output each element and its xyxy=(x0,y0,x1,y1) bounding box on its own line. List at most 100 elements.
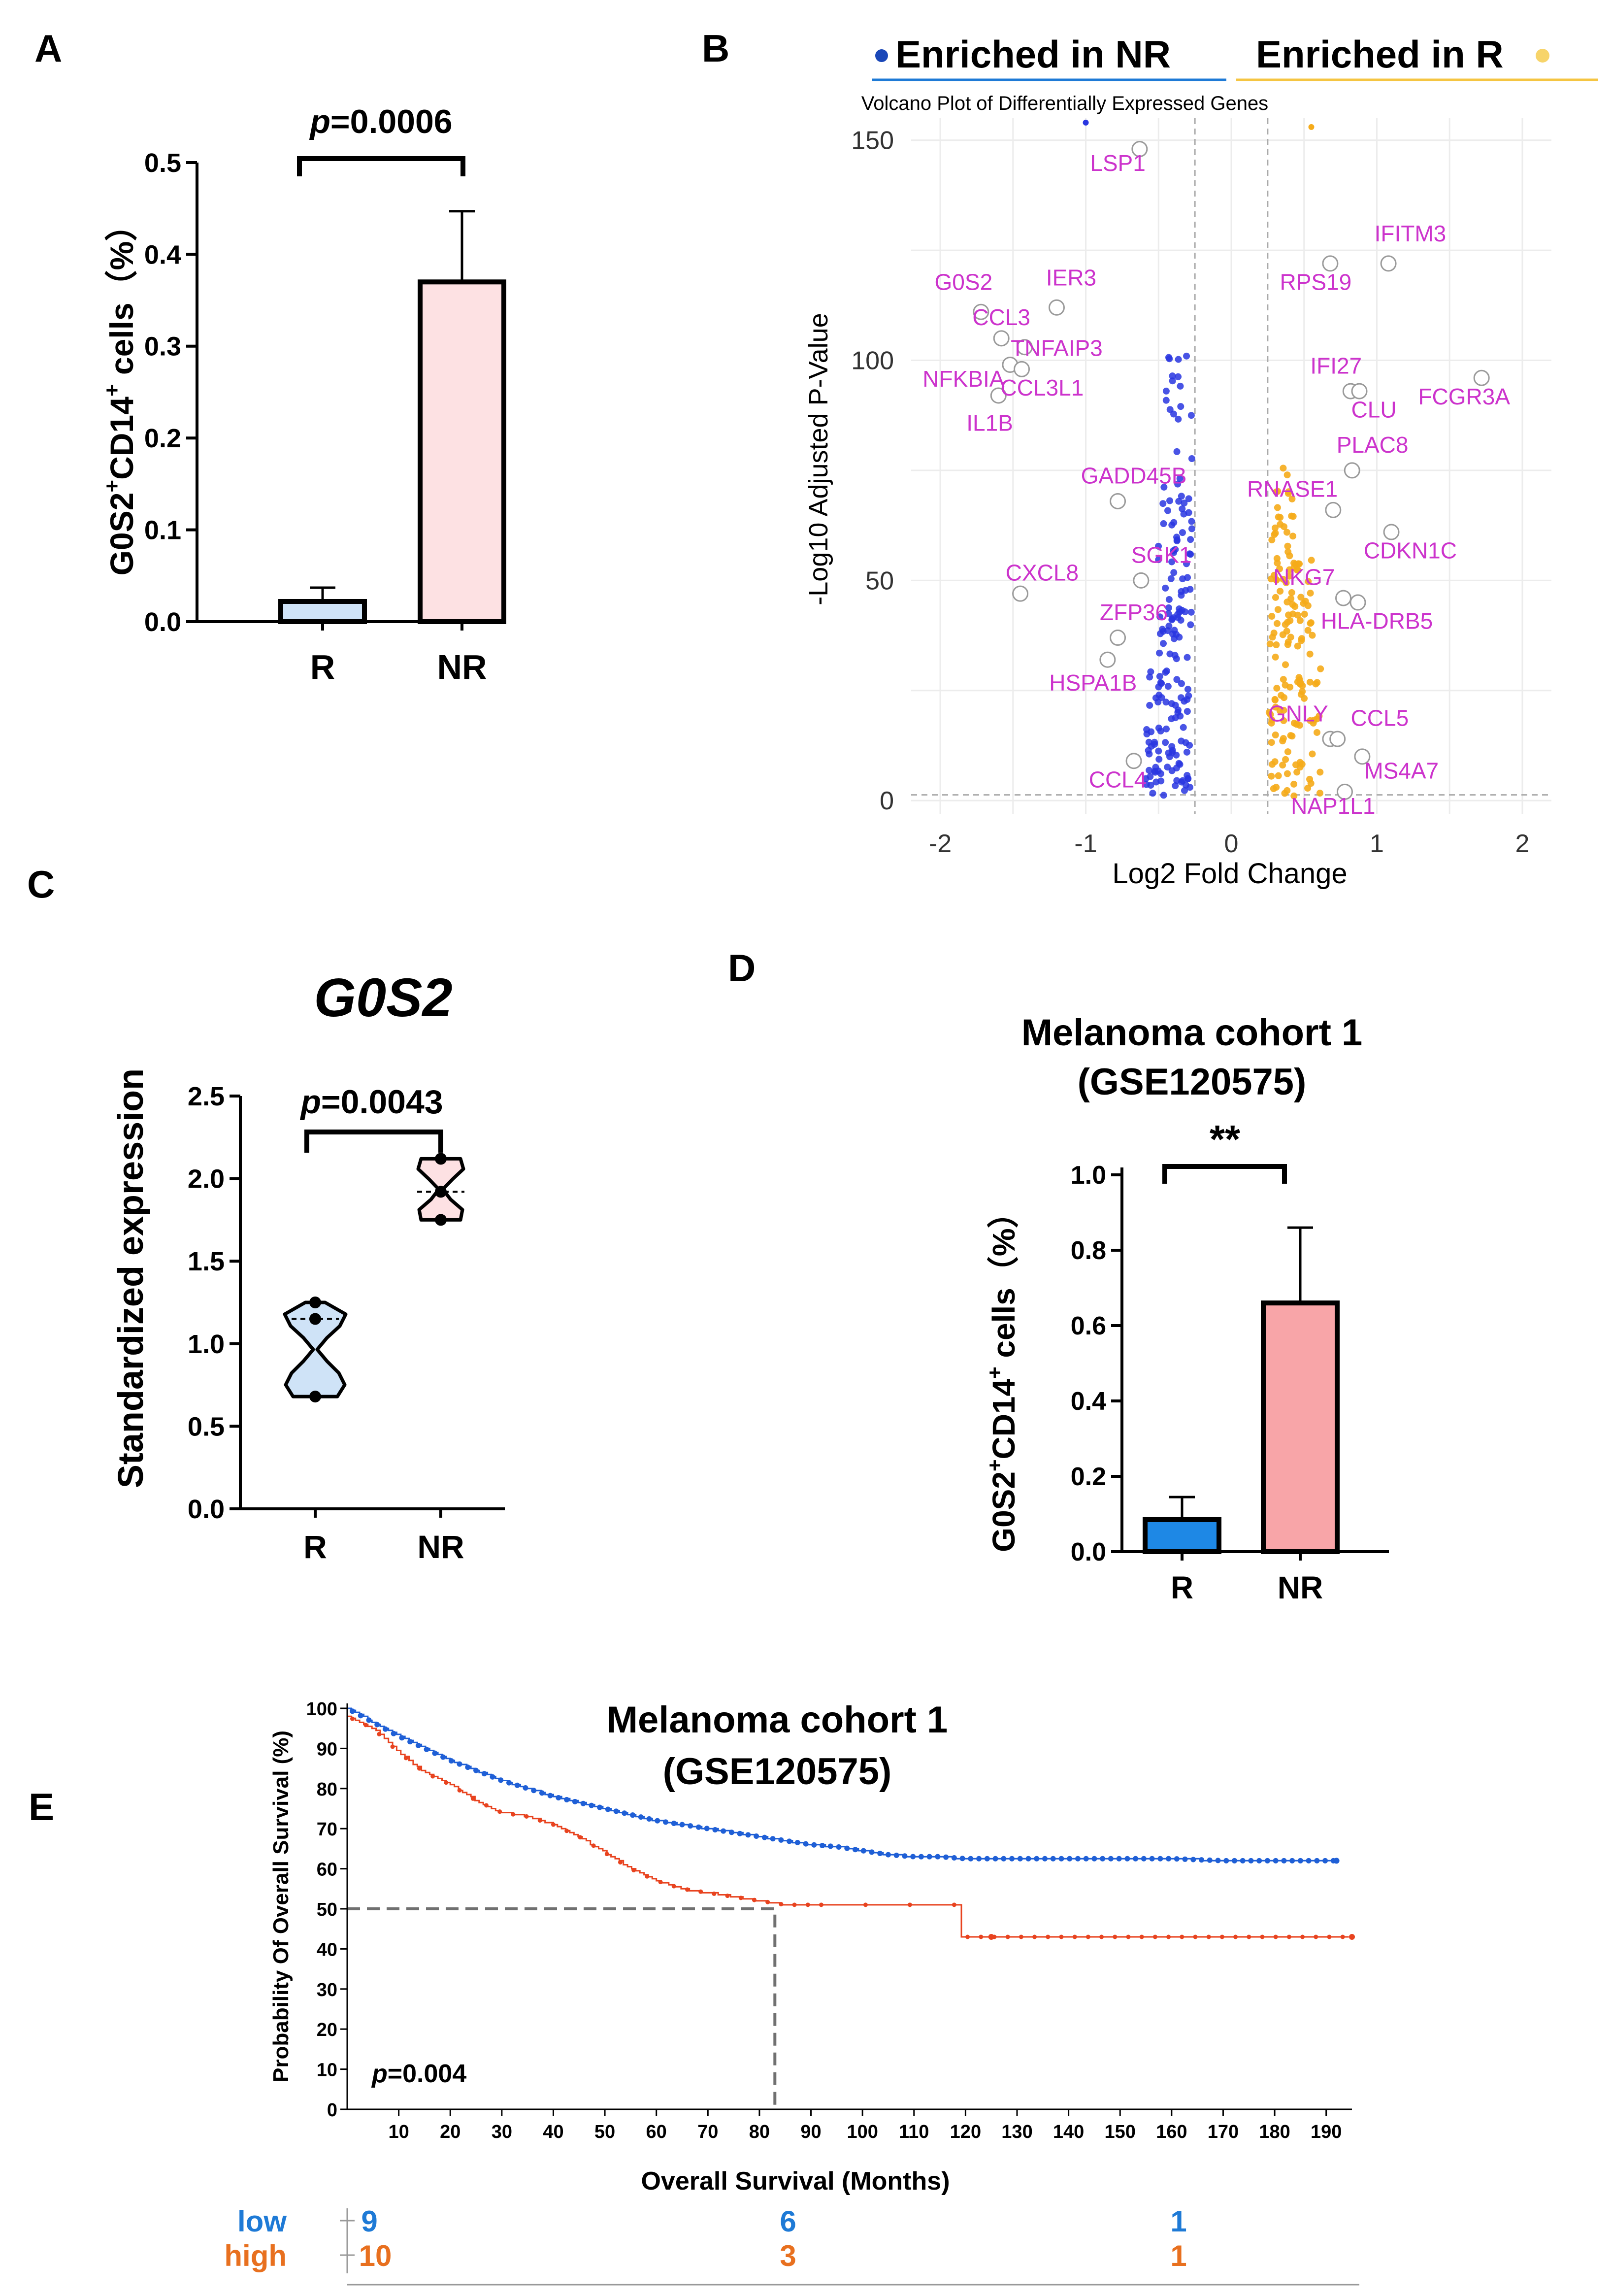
volcano-point-r xyxy=(1283,579,1290,587)
volcano-point-r xyxy=(1278,692,1285,699)
volcano-point-nr xyxy=(1188,455,1195,462)
volcano-point-nr xyxy=(1180,510,1187,518)
gene-label-sgk1: SGK1 xyxy=(1131,542,1192,568)
x-tick-label-nr: NR xyxy=(437,648,487,686)
km-censor-high xyxy=(738,1896,743,1900)
x-tick-label-r: R xyxy=(303,1529,327,1565)
km-censor-low xyxy=(539,1790,545,1796)
panel-d-significance-stars: ** xyxy=(1210,1117,1241,1161)
volcano-point-nr xyxy=(1165,604,1172,611)
volcano-point-r xyxy=(1316,768,1324,776)
volcano-y-tick-label: 0 xyxy=(880,787,894,815)
km-censor-low xyxy=(1149,1856,1155,1862)
volcano-x-tick-label: -2 xyxy=(929,830,952,858)
km-censor-low xyxy=(968,1856,974,1862)
volcano-point-r xyxy=(1277,514,1284,521)
volcano-point-nr xyxy=(1146,673,1153,681)
volcano-point-nr xyxy=(1169,377,1176,385)
km-censor-high xyxy=(1019,1934,1023,1939)
legend-r-dot xyxy=(1536,49,1549,63)
km-censor-low xyxy=(1264,1858,1270,1863)
volcano-point-r xyxy=(1280,676,1287,683)
volcano-point-nr xyxy=(1167,575,1175,582)
volcano-point-r xyxy=(1285,488,1292,496)
km-censor-low xyxy=(1333,1858,1340,1864)
volcano-point-r xyxy=(1306,678,1314,686)
km-censor-high xyxy=(907,1902,912,1907)
volcano-point-nr xyxy=(1083,119,1089,126)
km-censor-low xyxy=(893,1852,899,1858)
km-censor-low xyxy=(1001,1856,1007,1862)
y-tick-label: 0.8 xyxy=(1071,1236,1106,1265)
km-censor-low xyxy=(564,1797,570,1802)
volcano-point-nr xyxy=(1156,673,1163,680)
km-censor-high xyxy=(350,1716,355,1721)
km-censor-low xyxy=(1124,1856,1130,1862)
km-censor-low xyxy=(506,1780,512,1786)
km-censor-high xyxy=(1046,1934,1051,1939)
km-censor-high xyxy=(591,1843,596,1848)
km-p-value: p=0.004 xyxy=(371,2060,466,2088)
y-tick-label: 0.4 xyxy=(1071,1387,1106,1416)
volcano-labeled-point xyxy=(1349,594,1366,611)
volcano-point-r xyxy=(1274,504,1281,511)
y-tick-label: 0.5 xyxy=(188,1412,225,1441)
km-censor-low xyxy=(1067,1856,1073,1862)
km-censor-high xyxy=(1005,1934,1010,1939)
panel-e: E Melanoma cohort 1 (GSE120575) 0 10 20 30 4… xyxy=(29,1699,1359,2286)
volcano-x-tick-label: 1 xyxy=(1370,830,1384,858)
violin-point-nr xyxy=(435,1214,447,1226)
panel-label-b: B xyxy=(702,27,729,70)
gene-label-g0s2: G0S2 xyxy=(935,269,993,295)
volcano-point-r xyxy=(1285,572,1293,580)
km-censor-high xyxy=(1219,1934,1224,1939)
volcano-labeled-point xyxy=(1133,572,1150,589)
panel-label-d: D xyxy=(728,946,756,990)
panel-label-a: A xyxy=(34,27,62,70)
bar-r xyxy=(1143,1517,1221,1555)
legend-r-label: Enriched in R xyxy=(1256,33,1504,76)
km-censor-high xyxy=(497,1809,502,1814)
volcano-labeled-point xyxy=(1014,361,1030,377)
volcano-point-r xyxy=(1268,772,1275,780)
km-censor-low xyxy=(589,1802,594,1808)
volcano-point-r xyxy=(1296,617,1304,624)
km-censor-low xyxy=(877,1851,883,1857)
volcano-point-nr xyxy=(1148,728,1155,735)
gene-label-ms4a7: MS4A7 xyxy=(1364,758,1439,784)
volcano-x-axis-label: Log2 Fold Change xyxy=(1112,858,1347,890)
volcano-point-nr xyxy=(1155,542,1162,550)
volcano-labeled-point xyxy=(990,387,1007,404)
km-censor-high xyxy=(1300,1934,1305,1939)
volcano-point-nr xyxy=(1173,777,1181,784)
volcano-x-tick-label: -1 xyxy=(1074,830,1097,858)
x-tick-label-nr: NR xyxy=(417,1529,464,1565)
km-censor-low xyxy=(1042,1856,1048,1862)
volcano-point-nr xyxy=(1175,706,1182,714)
volcano-point-r xyxy=(1293,768,1301,776)
volcano-point-r xyxy=(1274,620,1281,627)
volcano-point-r xyxy=(1279,762,1286,769)
panel-c-y-ticks: 0.0 0.5 1.0 1.5 2.0 2.5 R NR xyxy=(188,1082,464,1565)
volcano-point-r xyxy=(1290,560,1298,567)
km-censor-high xyxy=(631,1868,636,1873)
km-censor-low xyxy=(820,1843,825,1849)
km-censor-low xyxy=(754,1833,759,1839)
y-tick-label: 0.5 xyxy=(144,148,181,178)
volcano-point-r xyxy=(1271,696,1279,703)
volcano-point-nr xyxy=(1166,497,1174,504)
km-censor-high xyxy=(1180,1934,1184,1939)
km-censor-high xyxy=(1193,1934,1198,1939)
km-y-tick-label: 100 xyxy=(306,1699,337,1720)
volcano-point-nr xyxy=(1155,724,1162,732)
volcano-point-nr xyxy=(1162,584,1169,592)
violin-point-r xyxy=(309,1391,321,1403)
volcano-point-r xyxy=(1292,761,1300,768)
km-x-tick-label: 40 xyxy=(543,2122,563,2142)
volcano-labeled-point xyxy=(1336,783,1353,800)
gene-label-tnfaip3: TNFAIP3 xyxy=(1011,335,1103,361)
volcano-point-nr xyxy=(1179,505,1186,512)
volcano-point-nr xyxy=(1155,747,1162,755)
km-censor-low xyxy=(1281,1858,1287,1863)
